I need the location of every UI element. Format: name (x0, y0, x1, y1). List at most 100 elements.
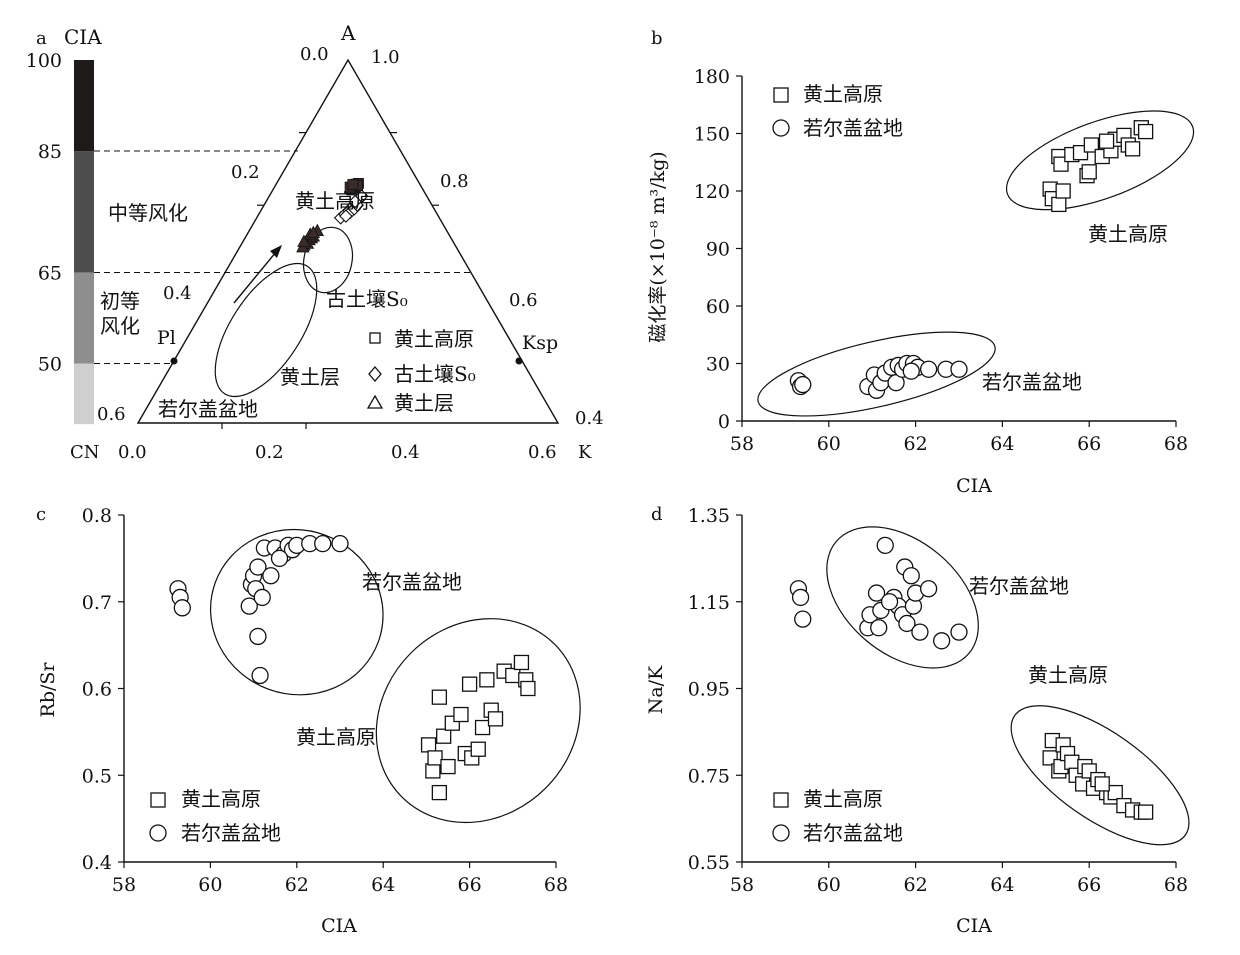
point-square-8 (1083, 137, 1100, 153)
ternary-ticks (221, 132, 439, 429)
point-circle-21 (270, 549, 289, 568)
region-label-loess-layer: 黄土层 (280, 365, 340, 389)
ternary-point-2-9 (297, 234, 311, 247)
y-tick-label-6: 180 (694, 66, 730, 88)
x-tick-label-3: 64 (371, 874, 395, 896)
cia-zone-label-initial-1: 初等 (100, 289, 140, 313)
cia-zone-3 (74, 363, 94, 425)
ellipse-zoige-basin (214, 262, 318, 398)
right-tick-1: 0.8 (440, 171, 469, 192)
plot-d: 58 60 62 64 66 68 0.55 0.75 0.95 1.15 1.35 (688, 505, 1190, 896)
d-xlabel: CIA (956, 915, 992, 937)
plot-c: 58 60 62 64 66 68 0.4 0.5 0.6 0.7 0.8 (82, 505, 581, 896)
point-circle-14 (902, 567, 920, 585)
panel-d: d 58 60 62 64 66 68 0.55 0.75 0.95 1.15 1.35 CIA N… (645, 504, 1190, 937)
c-ylabel: Rb/Sr (37, 662, 59, 718)
vertex-cn-label: CN (70, 442, 100, 463)
region-label-paleosol: 古土壤S₀ (326, 287, 408, 311)
point-square-18 (505, 667, 521, 684)
legend-b-label-0: 黄土高原 (803, 82, 883, 106)
point-circle-5 (867, 584, 886, 602)
region-label-loess-plateau: 黄土高原 (295, 189, 375, 213)
panel-a-letter: a (36, 28, 47, 49)
panel-b-letter: b (651, 28, 663, 49)
legend-b-square-marker (773, 87, 789, 103)
x-tick-label-0: 58 (112, 874, 136, 896)
point-square-21 (520, 680, 536, 697)
ternary-triangle (136, 58, 560, 424)
legend-d-square-marker (773, 792, 789, 808)
cia-tick-label-2: 65 (38, 262, 62, 284)
x-tick-label-3: 64 (990, 433, 1014, 455)
point-square-16 (1137, 123, 1154, 140)
y-tick-label-3: 1.15 (688, 592, 730, 614)
x-tick-label-0: 58 (730, 874, 754, 896)
trend-arrow-line (233, 251, 277, 304)
bottom-tick-0: 0.0 (118, 442, 147, 463)
point-circle-7 (249, 558, 267, 576)
region-label-zoige: 若尔盖盆地 (158, 397, 258, 421)
point-circle-17 (911, 623, 929, 641)
x-tick-label-1: 60 (817, 433, 841, 455)
x-tick-label-2: 62 (904, 874, 928, 896)
point-square-19 (1137, 804, 1154, 820)
legend-a-square-marker (369, 332, 381, 344)
point-square-16 (487, 711, 504, 727)
x-tick-label-4: 66 (1077, 433, 1101, 455)
x-tick-label-1: 60 (817, 874, 841, 896)
point-square-19 (513, 654, 530, 671)
x-tick-label-5: 68 (544, 874, 568, 896)
point-square-19 (1098, 133, 1115, 149)
point-square-4 (431, 784, 448, 801)
point-circle-18 (902, 362, 920, 380)
legend-b-circle-marker (772, 119, 790, 137)
y-tick-label-1: 0.75 (688, 765, 730, 787)
y-tick-label-1: 30 (706, 354, 730, 376)
legend-a-triangle-marker (366, 394, 384, 409)
b-region-label-zoige: 若尔盖盆地 (982, 370, 1082, 394)
group-ellipse-0 (1005, 110, 1195, 211)
point-square-6 (1064, 754, 1080, 770)
y-tick-label-0: 0.4 (82, 852, 112, 874)
ellipse-loess-plateau (302, 226, 354, 294)
point-square-0 (420, 737, 437, 753)
ternary-point-1-10 (339, 209, 353, 223)
x-tick-label-5: 68 (1164, 874, 1188, 896)
legend-d-circle-marker (772, 824, 790, 842)
c-region-label-zoige: 若尔盖盆地 (362, 570, 462, 594)
group-ellipse-0 (826, 526, 979, 669)
ternary-point-0-11 (347, 179, 359, 190)
bottom-tick-2: 0.4 (391, 442, 420, 463)
point-square-12 (470, 741, 486, 757)
group-ellipse-1 (1010, 705, 1190, 846)
point-square-17 (1055, 183, 1071, 199)
b-xlabel: CIA (956, 475, 992, 497)
ksp-point (515, 357, 523, 365)
point-square-10 (461, 676, 478, 692)
left-tick-1: 0.2 (231, 162, 260, 183)
point-circle-15 (919, 360, 938, 378)
point-circle-10 (253, 588, 271, 607)
y-tick-label-3: 0.7 (82, 592, 112, 614)
pl-point (170, 357, 178, 365)
point-circle-17 (950, 360, 968, 378)
x-tick-label-1: 60 (198, 874, 222, 896)
point-circle-2 (794, 610, 812, 628)
b-region-label-loess: 黄土高原 (1088, 222, 1168, 246)
group-ellipse-1 (375, 618, 581, 824)
y-tick-label-2: 0.95 (688, 679, 730, 701)
legend-c-square-marker (150, 792, 166, 808)
cia-tick-label-3: 50 (38, 354, 62, 376)
right-tick-2: 0.6 (509, 290, 538, 311)
point-square-20 (1094, 776, 1110, 792)
y-tick-label-1: 0.5 (82, 765, 112, 787)
legend-c-label-0: 黄土高原 (181, 787, 261, 811)
point-circle-9 (251, 666, 269, 685)
point-square-8 (453, 706, 469, 723)
legend-d-label-0: 黄土高原 (803, 787, 883, 811)
x-tick-label-4: 66 (458, 874, 482, 896)
left-tick-3: 0.6 (97, 404, 126, 425)
